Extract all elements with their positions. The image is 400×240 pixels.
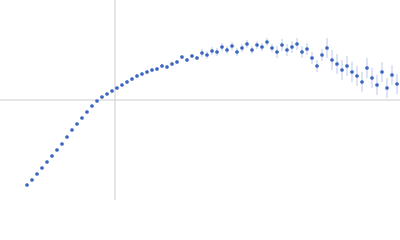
data-point [125,80,129,84]
data-point [90,104,94,108]
data-point [135,74,139,78]
data-point [205,53,209,57]
data-point [80,116,84,120]
data-point [145,70,149,74]
data-point [370,76,374,80]
data-point [105,92,109,96]
data-point [30,178,34,182]
data-point [250,48,254,52]
data-point [140,72,144,76]
data-point [280,43,284,47]
data-point [260,45,264,49]
data-point [95,99,99,103]
chart [0,0,400,200]
data-point [270,46,274,50]
data-point [340,68,344,72]
data-point [155,67,159,71]
data-point [290,45,294,49]
data-point [390,73,394,77]
data-point [25,183,29,187]
data-point [375,83,379,87]
data-point [285,48,289,52]
data-point [305,47,309,51]
data-point [150,68,154,72]
data-point [190,54,194,58]
data-point [355,74,359,78]
data-point [165,65,169,69]
data-point [295,42,299,46]
data-point [75,122,79,126]
data-point [45,160,49,164]
data-point [120,83,124,87]
data-point [220,45,224,49]
data-point [265,40,269,44]
data-point [240,46,244,50]
data-point [320,53,324,57]
data-point [235,50,239,54]
data-point [350,70,354,74]
data-point [70,128,74,132]
data-point [395,82,399,86]
data-point [200,51,204,55]
data-point [210,49,214,53]
data-point [195,56,199,60]
data-point [300,50,304,54]
data-point [130,77,134,81]
data-point [245,42,249,46]
data-point [115,86,119,90]
data-point [180,55,184,59]
data-point [55,148,59,152]
data-point [335,62,339,66]
data-point [35,172,39,176]
data-point [60,142,64,146]
data-point [40,166,44,170]
data-point [175,60,179,64]
data-point [230,44,234,48]
data-point [100,95,104,99]
data-point [255,43,259,47]
data-point [65,135,69,139]
data-point [345,64,349,68]
data-point [315,64,319,68]
data-point [365,66,369,70]
data-point [215,50,219,54]
data-point [330,58,334,62]
data-point [160,64,164,68]
data-point [385,86,389,90]
data-point [360,80,364,84]
data-point [110,89,114,93]
data-point [85,110,89,114]
data-point [50,154,54,158]
data-point [310,56,314,60]
data-point [380,70,384,74]
data-point [185,58,189,62]
data-point [325,46,329,50]
data-point [225,48,229,52]
data-point [275,50,279,54]
data-point [170,62,174,66]
